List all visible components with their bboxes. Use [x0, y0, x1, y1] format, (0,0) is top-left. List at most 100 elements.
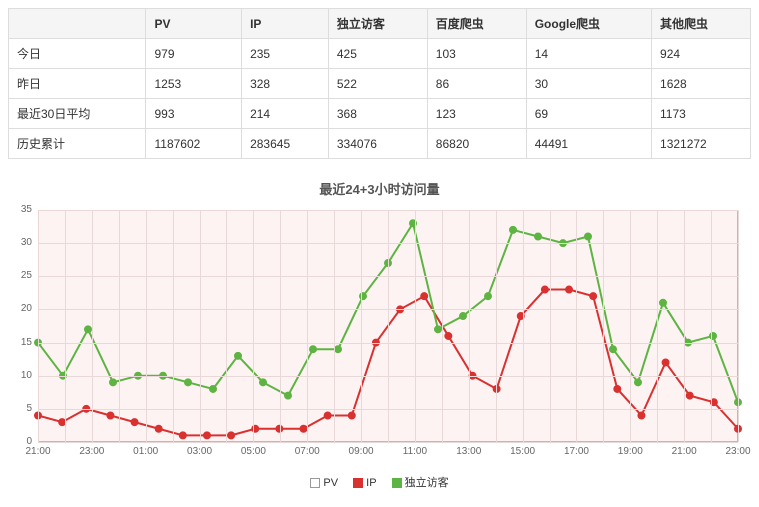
- table-cell: 1187602: [146, 129, 242, 159]
- marker-独立访客: [635, 379, 642, 386]
- legend-pv-label: PV: [323, 477, 338, 489]
- table-header-cell: 百度爬虫: [427, 9, 526, 39]
- marker-IP: [348, 412, 355, 419]
- marker-独立访客: [510, 226, 517, 233]
- table-cell: 1628: [652, 69, 751, 99]
- marker-IP: [203, 432, 210, 439]
- y-axis-label: 35: [8, 204, 32, 215]
- marker-独立访客: [585, 233, 592, 240]
- gridline-v: [253, 210, 254, 442]
- legend-pv-swatch: [310, 478, 320, 488]
- table-cell: 30: [526, 69, 651, 99]
- y-axis-label: 5: [8, 403, 32, 414]
- marker-IP: [228, 432, 235, 439]
- legend-ip: IP: [353, 477, 376, 489]
- table-body: 今日97923542510314924昨日125332852286301628最…: [9, 39, 751, 159]
- x-axis-label: 15:00: [510, 446, 535, 457]
- y-axis-label: 20: [8, 303, 32, 314]
- x-axis-label: 03:00: [187, 446, 212, 457]
- legend-uv-swatch: [392, 478, 402, 488]
- table-cell: 368: [328, 99, 427, 129]
- stats-table: PVIP独立访客百度爬虫Google爬虫其他爬虫 今日9792354251031…: [8, 8, 751, 159]
- table-cell: 44491: [526, 129, 651, 159]
- chart-title: 最近24+3小时访问量: [8, 179, 751, 198]
- marker-独立访客: [535, 233, 542, 240]
- table-row: 今日97923542510314924: [9, 39, 751, 69]
- marker-IP: [541, 286, 548, 293]
- x-axis-label: 01:00: [133, 446, 158, 457]
- table-row: 最近30日平均993214368123691173: [9, 99, 751, 129]
- table-cell: 334076: [328, 129, 427, 159]
- table-header-row: PVIP独立访客百度爬虫Google爬虫其他爬虫: [9, 9, 751, 39]
- marker-独立访客: [85, 326, 92, 333]
- marker-独立访客: [235, 352, 242, 359]
- marker-IP: [662, 359, 669, 366]
- table-cell: 1173: [652, 99, 751, 129]
- gridline-v: [226, 210, 227, 442]
- marker-独立访客: [210, 385, 217, 392]
- marker-IP: [614, 385, 621, 392]
- table-header-cell: PV: [146, 9, 242, 39]
- marker-IP: [590, 293, 597, 300]
- table-row: 历史累计118760228364533407686820444911321272: [9, 129, 751, 159]
- marker-IP: [179, 432, 186, 439]
- table-cell: 86820: [427, 129, 526, 159]
- x-axis-label: 21:00: [672, 446, 697, 457]
- marker-IP: [131, 419, 138, 426]
- marker-IP: [566, 286, 573, 293]
- gridline-v: [576, 210, 577, 442]
- gridline-v: [361, 210, 362, 442]
- gridline-v: [200, 210, 201, 442]
- table-cell: 214: [242, 99, 329, 129]
- gridline-v: [388, 210, 389, 442]
- table-cell: 昨日: [9, 69, 146, 99]
- marker-独立访客: [610, 346, 617, 353]
- table-cell: 1253: [146, 69, 242, 99]
- marker-独立访客: [260, 379, 267, 386]
- marker-IP: [324, 412, 331, 419]
- table-cell: 103: [427, 39, 526, 69]
- marker-IP: [155, 425, 162, 432]
- table-cell: 522: [328, 69, 427, 99]
- marker-独立访客: [110, 379, 117, 386]
- gridline-v: [711, 210, 712, 442]
- marker-IP: [421, 293, 428, 300]
- x-axis-label: 09:00: [349, 446, 374, 457]
- marker-独立访客: [335, 346, 342, 353]
- marker-独立访客: [285, 392, 292, 399]
- gridline-v: [307, 210, 308, 442]
- gridline-v: [496, 210, 497, 442]
- gridline-h: [38, 442, 738, 443]
- table-header-cell: 其他爬虫: [652, 9, 751, 39]
- gridline-v: [603, 210, 604, 442]
- legend-uv-label: 独立访客: [405, 477, 449, 489]
- gridline-v: [442, 210, 443, 442]
- x-axis-label: 19:00: [618, 446, 643, 457]
- table-cell: 最近30日平均: [9, 99, 146, 129]
- legend-pv: PV: [310, 477, 338, 489]
- x-axis-label: 21:00: [25, 446, 50, 457]
- marker-独立访客: [485, 293, 492, 300]
- x-axis-label: 23:00: [79, 446, 104, 457]
- gridline-v: [550, 210, 551, 442]
- chart-container: 最近24+3小时访问量 0510152025303521:0023:0001:0…: [8, 179, 751, 490]
- gridline-v: [65, 210, 66, 442]
- chart-area: 0510152025303521:0023:0001:0003:0005:000…: [8, 202, 748, 472]
- marker-独立访客: [310, 346, 317, 353]
- table-cell: 993: [146, 99, 242, 129]
- marker-独立访客: [435, 326, 442, 333]
- legend-uv: 独立访客: [392, 474, 449, 490]
- gridline-v: [738, 210, 739, 442]
- marker-IP: [686, 392, 693, 399]
- marker-独立访客: [660, 299, 667, 306]
- table-cell: 14: [526, 39, 651, 69]
- table-header-cell: IP: [242, 9, 329, 39]
- y-axis-label: 10: [8, 370, 32, 381]
- gridline-v: [657, 210, 658, 442]
- x-axis-label: 11:00: [403, 446, 427, 457]
- chart-legend: PV IP 独立访客: [8, 474, 751, 490]
- gridline-v: [280, 210, 281, 442]
- x-axis-label: 05:00: [241, 446, 266, 457]
- marker-IP: [300, 425, 307, 432]
- gridline-v: [146, 210, 147, 442]
